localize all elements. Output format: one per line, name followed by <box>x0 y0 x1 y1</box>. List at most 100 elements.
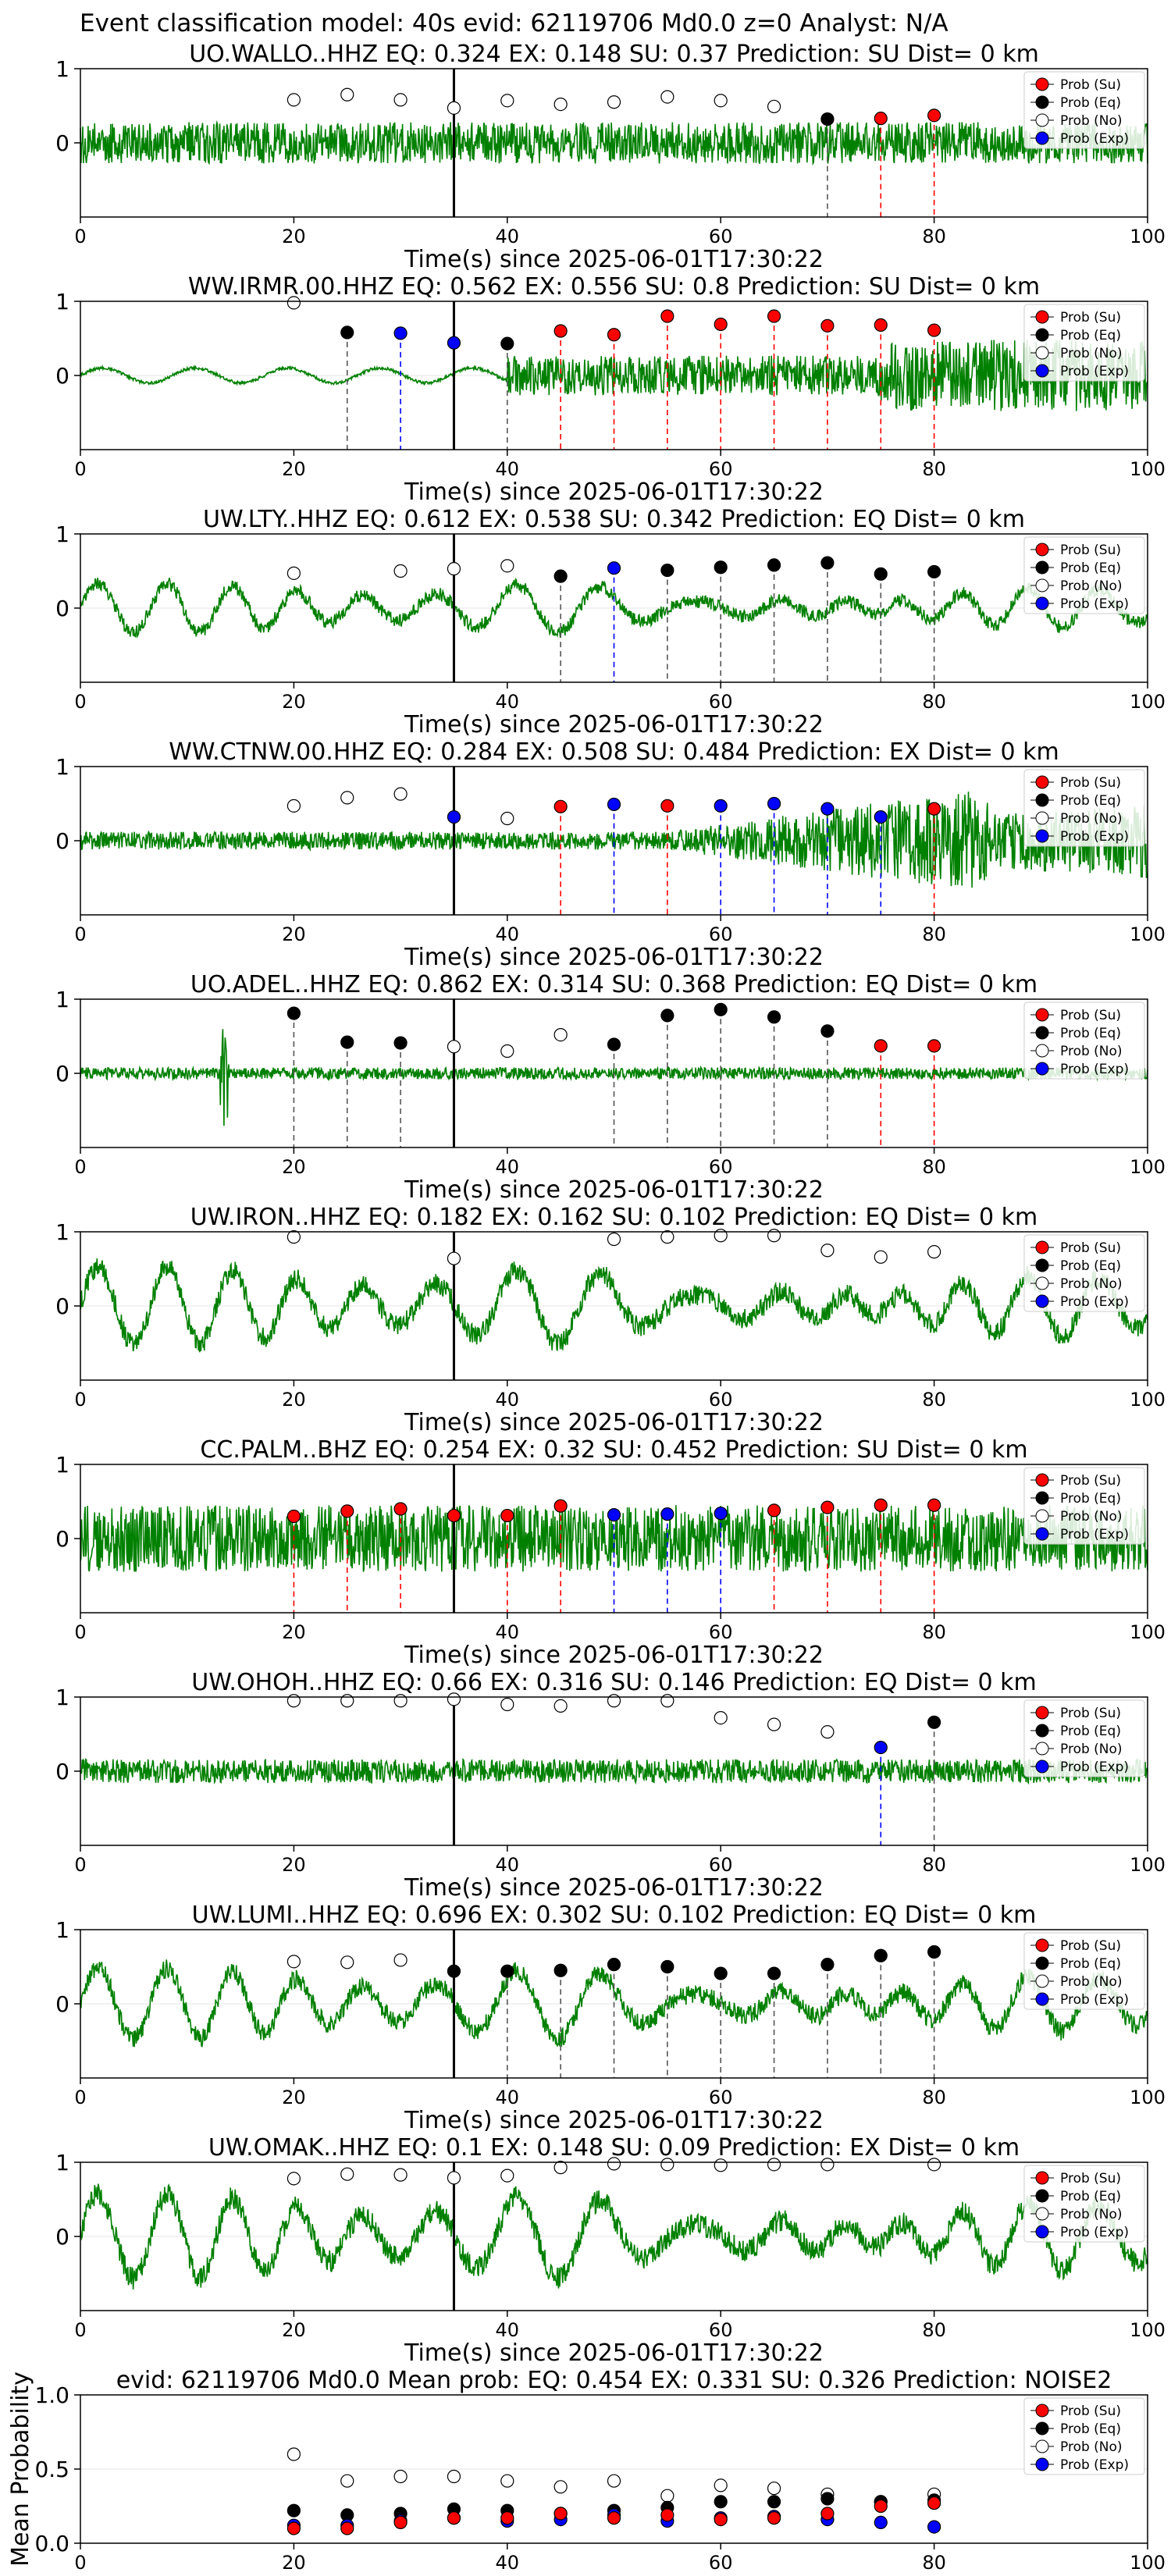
legend-label: Prob (Exp) <box>1060 1992 1129 2008</box>
panel-title: CC.PALM..BHZ EQ: 0.254 EX: 0.32 SU: 0.45… <box>200 1436 1027 1464</box>
legend-marker-eq <box>1035 2189 1049 2203</box>
prob-point-no <box>500 811 514 826</box>
y-tick-label: 0 <box>55 1293 69 1319</box>
x-tick-label: 0 <box>74 1621 86 1643</box>
panel-title: UO.WALLO..HHZ EQ: 0.324 EX: 0.148 SU: 0.… <box>189 41 1039 68</box>
mean-prob-point-exp <box>874 2515 888 2529</box>
x-tick-label: 40 <box>496 226 520 247</box>
x-axis-label: Time(s) since 2025-06-01T17:30:22 <box>404 711 824 738</box>
mean-prob-point-no <box>714 2478 728 2492</box>
prob-point-exp <box>874 1741 888 1755</box>
y-tick-label: 0 <box>55 2224 69 2250</box>
prob-point-eq <box>714 1966 728 1980</box>
legend-label: Prob (No) <box>1060 2439 1123 2455</box>
legend-marker-eq <box>1035 560 1049 575</box>
legend-box <box>1023 2165 1145 2243</box>
legend-marker-exp <box>1035 1992 1049 2006</box>
prob-point-no <box>767 2158 781 2172</box>
legend-marker-eq <box>1035 1258 1049 1272</box>
waveform-trace <box>80 1757 1148 1785</box>
prob-point-no <box>660 1694 674 1708</box>
prob-point-su <box>927 802 941 816</box>
x-tick-label: 60 <box>709 1389 733 1411</box>
prob-point-eq <box>874 1948 888 1962</box>
x-tick-label: 80 <box>922 2087 946 2108</box>
x-tick-label: 40 <box>496 2087 520 2108</box>
x-tick-label: 20 <box>282 1621 306 1643</box>
prob-point-no <box>607 1694 621 1708</box>
x-tick-label: 40 <box>496 1854 520 1876</box>
prob-point-exp <box>447 336 461 350</box>
legend-label: Prob (Eq) <box>1060 1026 1121 1041</box>
prob-point-su <box>660 799 674 813</box>
prob-point-no <box>393 564 408 578</box>
mean-prob-point-su <box>714 2513 728 2527</box>
legend-marker-no <box>1035 2439 1049 2453</box>
legend: Prob (Su) Prob (Eq) Prob (No) Prob (Exp) <box>1023 304 1145 382</box>
mean-prob-point-su <box>287 2521 301 2535</box>
mean-prob-point-exp <box>927 2520 941 2534</box>
prob-point-no <box>874 1250 888 1264</box>
prob-point-exp <box>607 1507 621 1522</box>
legend-label: Prob (Su) <box>1060 1240 1121 1256</box>
prob-point-eq <box>447 1964 461 1978</box>
legend-label: Prob (Exp) <box>1060 2457 1129 2473</box>
x-tick-label: 0 <box>74 226 86 247</box>
x-tick-label: 40 <box>496 2552 520 2574</box>
y-tick-label: 0 <box>55 828 69 854</box>
x-tick-label: 60 <box>709 1854 733 1876</box>
legend-marker-exp <box>1035 1062 1049 1076</box>
x-tick-label: 80 <box>922 2319 946 2341</box>
prob-point-su <box>927 1498 941 1512</box>
legend-marker-eq <box>1035 1724 1049 1738</box>
legend-box <box>1023 536 1145 614</box>
legend-label: Prob (No) <box>1060 1509 1123 1525</box>
prob-point-su <box>927 323 941 337</box>
mean-prob-point-su <box>553 2507 568 2521</box>
x-tick-label: 60 <box>709 2087 733 2108</box>
panel-4: WW.CTNW.00.HHZ EQ: 0.284 EX: 0.508 SU: 0… <box>55 738 1166 971</box>
prob-point-no <box>714 1711 728 1725</box>
prob-point-su <box>767 309 781 323</box>
x-tick-label: 100 <box>1130 2319 1166 2341</box>
legend-marker-exp <box>1035 1527 1049 1541</box>
prob-point-eq <box>553 569 568 583</box>
x-tick-label: 40 <box>496 2319 520 2341</box>
legend-label: Prob (No) <box>1060 113 1123 129</box>
legend: Prob (Su) Prob (Eq) Prob (No) Prob (Exp) <box>1023 71 1145 149</box>
legend-marker-no <box>1035 811 1049 825</box>
x-tick-label: 80 <box>922 1389 946 1411</box>
x-tick-label: 100 <box>1130 923 1166 945</box>
panel-title: UW.LUMI..HHZ EQ: 0.696 EX: 0.302 SU: 0.1… <box>192 1902 1037 1929</box>
x-axis-label: Time(s) since 2025-06-01T17:30:22 <box>404 246 824 273</box>
prob-point-eq <box>820 556 835 570</box>
legend: Prob (Su) Prob (Eq) Prob (No) Prob (Exp) <box>1023 769 1145 847</box>
legend-box <box>1023 1467 1145 1545</box>
prob-point-no <box>447 1040 461 1054</box>
legend-label: Prob (No) <box>1060 346 1123 361</box>
legend-label: Prob (Su) <box>1060 310 1121 326</box>
legend-marker-su <box>1035 1008 1049 1022</box>
prob-point-exp <box>820 802 835 816</box>
legend-label: Prob (Eq) <box>1060 793 1121 809</box>
prob-point-no <box>287 1230 301 1244</box>
prob-point-su <box>714 317 728 332</box>
x-tick-label: 100 <box>1130 1156 1166 1178</box>
x-tick-label: 100 <box>1130 691 1166 713</box>
prob-point-exp <box>767 796 781 811</box>
prob-point-exp <box>714 799 728 813</box>
prob-point-no <box>553 98 568 112</box>
prob-point-su <box>553 324 568 338</box>
x-tick-label: 100 <box>1130 1389 1166 1411</box>
legend-marker-no <box>1035 578 1049 592</box>
mean-prob-point-su <box>607 2511 621 2525</box>
prob-point-no <box>447 1251 461 1265</box>
legend-marker-exp <box>1035 2457 1049 2471</box>
x-tick-label: 20 <box>282 923 306 945</box>
prob-point-eq <box>500 1964 514 1978</box>
legend-label: Prob (Su) <box>1060 1938 1121 1954</box>
legend-marker-su <box>1035 1938 1049 1952</box>
prob-point-no <box>287 799 301 813</box>
waveform-trace <box>80 1029 1148 1126</box>
prob-point-su <box>874 1039 888 1053</box>
